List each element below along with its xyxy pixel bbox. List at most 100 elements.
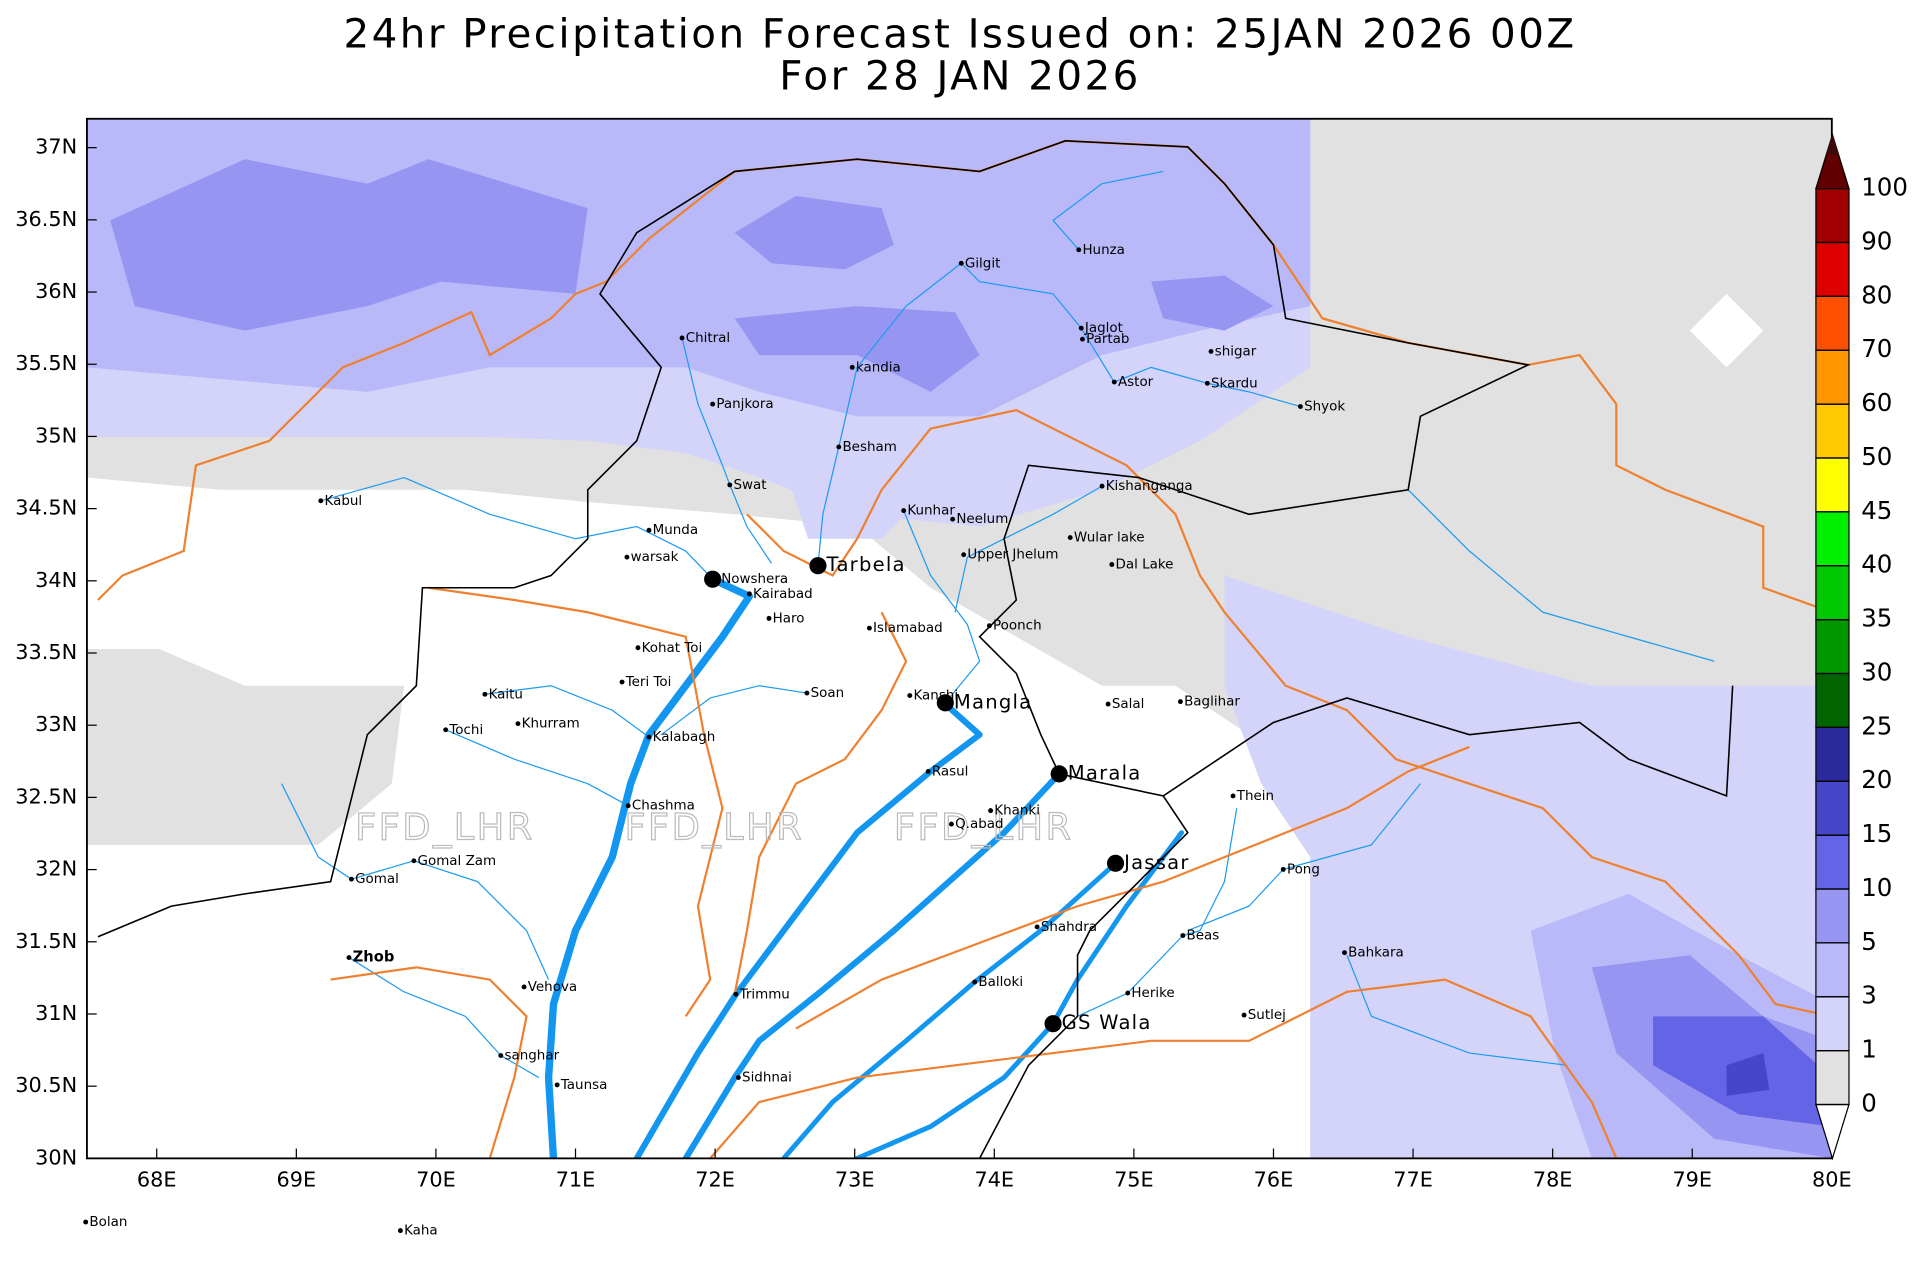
colorbar-segment <box>1815 349 1850 405</box>
colorbar-label: 70 <box>1861 334 1892 363</box>
place-label: Kaha <box>404 1224 438 1239</box>
place-marker <box>624 554 630 560</box>
dam-marker <box>1050 765 1068 783</box>
place-marker <box>988 808 994 814</box>
x-tick-label: 69E <box>277 1167 317 1191</box>
international-border <box>978 795 1189 1159</box>
x-tick-label: 72E <box>695 1167 735 1191</box>
colorbar-label: 40 <box>1861 550 1892 579</box>
colorbar-segment <box>1815 618 1850 675</box>
place-label: Taunsa <box>560 1078 608 1093</box>
place-marker <box>318 498 324 504</box>
place-label: Herike <box>1131 986 1174 1001</box>
place-label: Poonch <box>993 619 1042 634</box>
place-marker <box>901 508 907 514</box>
place-label: Upper Jhelum <box>967 548 1058 563</box>
place-label: GS Wala <box>1062 1011 1152 1034</box>
colorbar-segment <box>1815 726 1850 782</box>
precip-area <box>1726 1053 1770 1096</box>
y-tick-label: 36N <box>35 279 77 303</box>
colorbar-segment <box>1815 457 1850 513</box>
place-marker <box>1342 950 1347 956</box>
place-marker <box>635 645 641 651</box>
x-tick-label: 80E <box>1812 1167 1852 1191</box>
river <box>1077 808 1238 1017</box>
place-label: Islamabad <box>873 621 943 636</box>
colorbar-segment <box>1815 888 1850 944</box>
colorbar-label: 60 <box>1861 388 1892 417</box>
place-label: Wular lake <box>1074 531 1145 546</box>
river <box>681 337 772 564</box>
place-label: Salal <box>1112 697 1145 712</box>
place-label: Baglihar <box>1184 695 1240 710</box>
place-marker <box>766 615 772 621</box>
place-label: Shahdra <box>1041 920 1097 935</box>
river <box>1346 954 1568 1066</box>
place-label: Gomal <box>355 872 399 887</box>
y-tick-label: 35N <box>35 423 77 447</box>
place-marker <box>849 364 855 370</box>
place-marker <box>1125 990 1131 996</box>
river-indus <box>544 575 754 1159</box>
place-marker <box>411 858 417 864</box>
x-tick-label: 71E <box>556 1167 596 1191</box>
place-marker <box>482 691 488 697</box>
place-marker <box>1180 933 1186 938</box>
colorbar-label: 50 <box>1861 442 1892 471</box>
place-marker <box>498 1053 504 1058</box>
place-marker <box>1105 701 1111 707</box>
precip-area <box>1689 293 1764 368</box>
place-marker <box>1034 924 1040 930</box>
x-tick-label: 76E <box>1254 1167 1294 1191</box>
colorbar-label: 100 <box>1861 173 1908 202</box>
place-label: Kohat Toi <box>642 641 703 656</box>
colorbar-label: 15 <box>1861 819 1892 848</box>
x-tick-label: 78E <box>1533 1167 1573 1191</box>
colorbar-label: 90 <box>1861 226 1892 255</box>
y-tick-label: 32.5N <box>15 784 77 808</box>
place-label: Kunhar <box>907 504 955 519</box>
province-border <box>709 978 1618 1159</box>
place-marker <box>746 591 752 597</box>
place-label: Thein <box>1236 789 1274 804</box>
y-tick-label: 30.5N <box>15 1073 77 1097</box>
place-marker <box>1177 699 1183 705</box>
river <box>348 957 540 1079</box>
y-tick-label: 31.5N <box>15 929 77 953</box>
place-label: Kaitu <box>489 687 523 702</box>
place-label: shigar <box>1215 344 1257 359</box>
colorbar-label: 25 <box>1861 711 1892 740</box>
colorbar-segment <box>1815 295 1850 351</box>
x-tick-label: 75E <box>1114 1167 1154 1191</box>
river <box>817 262 962 566</box>
place-marker <box>346 955 352 961</box>
watermark: FFD_LHR <box>355 805 535 848</box>
x-tick-label: 73E <box>835 1167 875 1191</box>
x-tick-label: 77E <box>1393 1167 1433 1191</box>
colorbar-label: 20 <box>1861 765 1892 794</box>
place-label: warsak <box>631 550 679 565</box>
place-marker <box>986 623 992 629</box>
place-marker <box>836 444 842 450</box>
place-label: Chitral <box>686 331 730 346</box>
place-marker <box>727 482 733 488</box>
place-label: Bolan <box>89 1215 127 1230</box>
place-marker <box>907 693 913 698</box>
dam-marker <box>936 694 954 712</box>
precip-area <box>1151 275 1274 331</box>
place-label: Marala <box>1068 761 1142 784</box>
place-marker <box>710 401 716 407</box>
watermark: FFD_LHR <box>624 805 804 848</box>
precip-area <box>783 440 931 539</box>
colorbar-label: 10 <box>1861 873 1892 902</box>
place-label: sanghar <box>504 1049 559 1064</box>
dam-marker <box>1106 854 1125 872</box>
place-label: Tarbela <box>826 553 906 576</box>
y-tick-label: 33N <box>35 712 77 736</box>
y-tick-label: 30N <box>35 1145 77 1169</box>
place-marker <box>397 1228 403 1234</box>
province-border <box>795 745 1470 1030</box>
place-marker <box>1230 793 1236 799</box>
place-marker <box>1080 336 1085 342</box>
